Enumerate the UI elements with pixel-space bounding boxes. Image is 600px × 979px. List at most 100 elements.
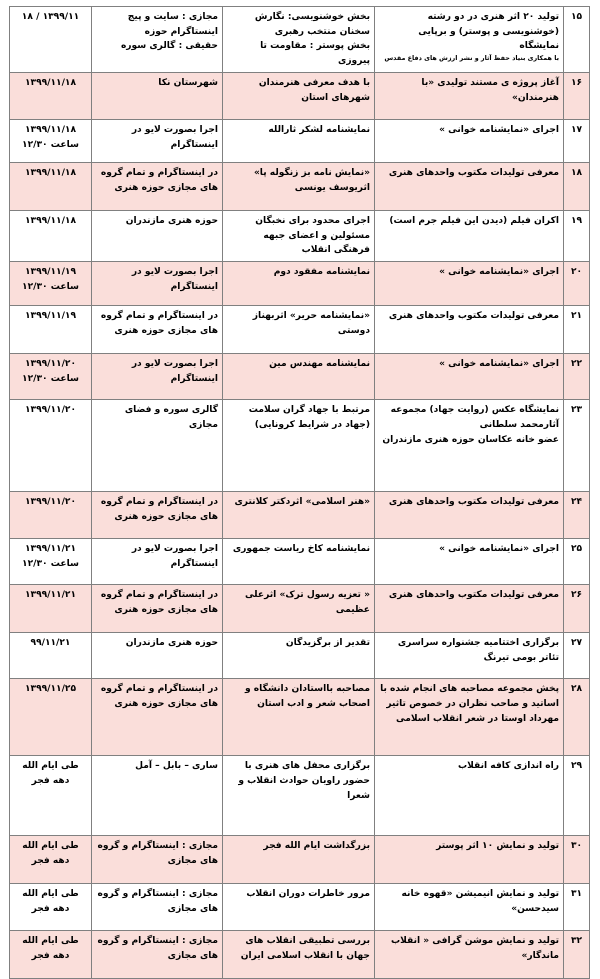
row-description: بزرگداشت ایام الله فجر: [222, 835, 375, 885]
place-line: مجازی : اینستاگرام و گروه های مجازی: [97, 841, 218, 866]
table-body: ۱۵ تولید ۲۰ اثر هنری در دو رشته (خوشنویسی…: [9, 6, 590, 979]
title-line: تولید و نمایش ۱۰ اثر پوستر: [436, 841, 559, 852]
place-line: در اینستاگرام و تمام گروه های مجازی حوزه…: [100, 311, 218, 336]
row-date: ۱۳۹۹/۱۱/۱۸: [9, 72, 92, 120]
place-line: مجازی : اینستاگرام و گروه های مجازی: [97, 936, 218, 961]
row-title: اکران فیلم (دیدن این فیلم جرم است): [374, 209, 564, 263]
title-line: تولید و نمایش موشن گرافی « انقلاب ماندگا…: [390, 936, 559, 961]
title-line: معرفی تولیدات مکتوب واحدهای هنری: [388, 168, 559, 178]
row-description: با هدف معرفی هنرمندان شهرهای استان: [222, 72, 375, 120]
row-description: نمایشنامه مهندس مین: [222, 353, 375, 401]
row-index: ۳۲: [563, 930, 590, 979]
date-line: ۱۳۹۹/۱۱/۱۸: [24, 125, 77, 135]
row-title: معرفی تولیدات مکتوب واحدهای هنری: [374, 305, 564, 355]
place-line: در اینستاگرام و تمام گروه های مجازی حوزه…: [100, 684, 218, 709]
title-line: تولید و نمایش انیمیشن «قهوه خانه سیدحسن»: [401, 889, 559, 914]
row-date: ۱۳۹۹/۱۱ / ۱۸: [9, 6, 92, 73]
table-row: ۲۹ راه اندازی کافه انقلاب برگزاری محفل های…: [9, 755, 590, 837]
description-line: بخش پوستر : مقاومت تا پیروزی: [260, 41, 370, 67]
row-index: ۲۷: [563, 632, 590, 680]
row-description: «نمایش نامه بز زنگوله پا» اثریوسف یونسی: [222, 162, 375, 211]
row-index: ۳۱: [563, 883, 590, 932]
place-line: مجازی : اینستاگرام و گروه های مجازی: [97, 889, 218, 914]
row-date: ۱۳۹۹/۱۱/۱۸ ساعت ۱۲/۳۰: [9, 119, 92, 163]
row-title: پخش مجموعه مصاحبه های انجام شده با اساتی…: [374, 678, 564, 757]
row-description: نمایشنامه کاخ ریاست جمهوری: [222, 538, 375, 586]
row-date: ۱۳۹۹/۱۱/۱۹: [9, 305, 92, 355]
date-line: ساعت ۱۲/۳۰: [22, 139, 79, 150]
description-line: نمایشنامه کاخ ریاست جمهوری: [232, 544, 370, 555]
row-description: نمایشنامه مفقود دوم: [222, 261, 375, 307]
row-place: مجازی : سایت و پیج اینستاگرام حوزه حقیقی …: [91, 6, 223, 73]
table-row: ۱۹ اکران فیلم (دیدن این فیلم جرم است) اجرا…: [9, 209, 590, 263]
date-line: ۱۳۹۹/۱۱/۲۰: [24, 359, 77, 370]
description-line: « تعزیه رسول ترک» اثرعلی عظیمی: [244, 590, 370, 615]
table-row: ۲۸ پخش مجموعه مصاحبه های انجام شده با اسا…: [9, 678, 590, 757]
title-line: آغاز پروژه ی مستند تولیدی «با هنرمندان»: [421, 78, 559, 103]
row-date: طی ایام الله دهه فجر: [9, 883, 92, 932]
row-place: اجرا بصورت لایو در اینستاگرام: [91, 119, 223, 163]
place-line: اجرا بصورت لایو در اینستاگرام: [131, 544, 218, 569]
date-line: ۱۳۹۹/۱۱/۱۸: [24, 216, 77, 226]
row-index: ۲۵: [563, 538, 590, 586]
row-description: «نمایشنامه حریر» اثربهناز دوستی: [222, 305, 375, 355]
title-line: نمایشگاه عکس (روایت جهاد) مجموعه آثارمحم…: [390, 405, 559, 430]
description-line: مصاحبه بااستادان دانشگاه و اصحاب شعر و ا…: [244, 684, 370, 709]
row-index: ۲۱: [563, 305, 590, 355]
title-line: اجرای «نمایشنامه خوانی »: [439, 359, 559, 370]
row-index: ۱۶: [563, 72, 590, 120]
description-line: برگزاری محفل های هنری با حضور راویان حوا…: [238, 761, 370, 801]
row-date: ۱۳۹۹/۱۱/۱۸: [9, 162, 92, 211]
row-description: بررسی تطبیقی انقلاب های جهان با انقلاب ا…: [222, 930, 375, 979]
date-line: طی ایام الله دهه فجر: [22, 841, 79, 866]
row-title: اجرای «نمایشنامه خوانی »: [374, 353, 564, 401]
row-title: تولید و نمایش موشن گرافی « انقلاب ماندگا…: [374, 930, 564, 979]
description-line: مرور خاطرات دوران انقلاب: [246, 889, 370, 900]
description-line: بررسی تطبیقی انقلاب های جهان با انقلاب ا…: [240, 936, 370, 961]
row-place: اجرا بصورت لایو در اینستاگرام: [91, 353, 223, 401]
date-line: طی ایام الله دهه فجر: [22, 889, 79, 914]
description-line: «نمایشنامه حریر» اثربهناز دوستی: [252, 311, 370, 336]
row-index: ۱۸: [563, 162, 590, 211]
table-row: ۱۵ تولید ۲۰ اثر هنری در دو رشته (خوشنویسی…: [9, 6, 590, 73]
date-line: ۱۳۹۹/۱۱ / ۱۸: [21, 12, 80, 22]
table-row: ۲۳ نمایشگاه عکس (روایت جهاد) مجموعه آثارم…: [9, 399, 590, 493]
row-description: مصاحبه بااستادان دانشگاه و اصحاب شعر و ا…: [222, 678, 375, 757]
place-line: اجرا بصورت لایو در اینستاگرام: [131, 359, 218, 384]
row-index: ۲۸: [563, 678, 590, 757]
table-row: ۱۸ معرفی تولیدات مکتوب واحدهای هنری «نمایش…: [9, 162, 590, 211]
title-line: برگزاری اختتامیه جشنواره سراسری تئاتر بو…: [397, 638, 559, 663]
date-line: ۹۹/۱۱/۲۱: [30, 638, 71, 649]
table-row: ۱۷ اجرای «نمایشنامه خوانی » نمایشنامه لشکر…: [9, 119, 590, 163]
date-line: ۱۳۹۹/۱۱/۲۰: [24, 497, 77, 508]
row-title: اجرای «نمایشنامه خوانی »: [374, 261, 564, 307]
row-index: ۳۰: [563, 835, 590, 885]
place-line: حقیقی : گالری سوره: [120, 41, 218, 52]
table-row: ۲۲ اجرای «نمایشنامه خوانی » نمایشنامه مهند…: [9, 353, 590, 401]
place-line: حوزه هنری مازندران: [125, 216, 218, 226]
row-date: طی ایام الله دهه فجر: [9, 930, 92, 979]
title-line: اجرای «نمایشنامه خوانی »: [439, 544, 559, 555]
row-date: طی ایام الله دهه فجر: [9, 835, 92, 885]
row-title: اجرای «نمایشنامه خوانی »: [374, 538, 564, 586]
table-row: ۳۰ تولید و نمایش ۱۰ اثر پوستر بزرگداشت ایا…: [9, 835, 590, 885]
row-description: نمایشنامه لشکر ثارالله: [222, 119, 375, 163]
row-index: ۲۳: [563, 399, 590, 493]
row-title: راه اندازی کافه انقلاب: [374, 755, 564, 837]
row-description: « تعزیه رسول ترک» اثرعلی عظیمی: [222, 584, 375, 634]
row-title: معرفی تولیدات مکتوب واحدهای هنری: [374, 584, 564, 634]
row-place: مجازی : اینستاگرام و گروه های مجازی: [91, 835, 223, 885]
place-line: ساری – بابل – آمل: [135, 761, 218, 772]
row-date: ۱۳۹۹/۱۱/۱۹ ساعت ۱۲/۳۰: [9, 261, 92, 307]
place-line: در اینستاگرام و تمام گروه های مجازی حوزه…: [100, 168, 218, 193]
title-line: اجرای «نمایشنامه خوانی »: [439, 125, 559, 135]
row-title: معرفی تولیدات مکتوب واحدهای هنری: [374, 162, 564, 211]
row-index: ۱۹: [563, 209, 590, 263]
row-date: ۱۳۹۹/۱۱/۲۱ ساعت ۱۲/۳۰: [9, 538, 92, 586]
place-line: اجرا بصورت لایو در اینستاگرام: [131, 267, 218, 292]
description-line: «نمایش نامه بز زنگوله پا» اثریوسف یونسی: [253, 168, 370, 193]
row-description: بخش خوشنویسی: نگارش سخنان منتخب رهبری بخش…: [222, 6, 375, 73]
table-row: ۱۶ آغاز پروژه ی مستند تولیدی «با هنرمندان…: [9, 72, 590, 120]
row-place: در اینستاگرام و تمام گروه های مجازی حوزه…: [91, 491, 223, 540]
row-title: آغاز پروژه ی مستند تولیدی «با هنرمندان»: [374, 72, 564, 120]
